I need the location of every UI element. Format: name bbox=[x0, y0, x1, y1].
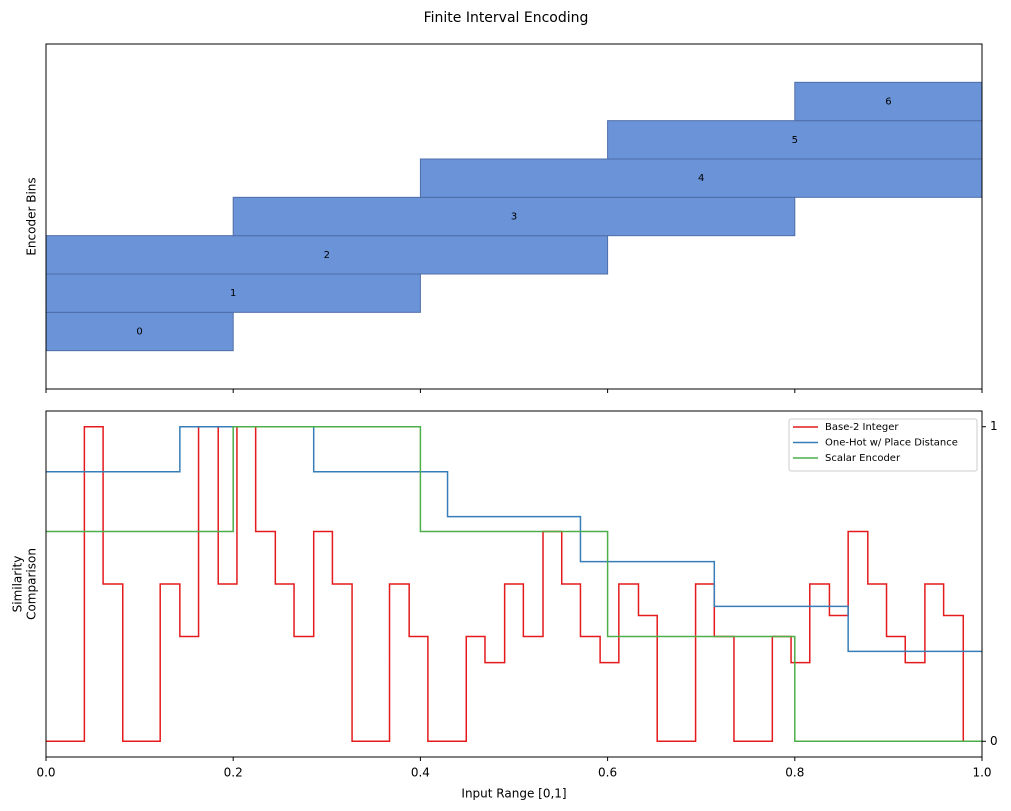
bin-label: 3 bbox=[511, 212, 517, 223]
bin-bar bbox=[794, 81, 983, 122]
bin-bar bbox=[232, 196, 796, 237]
step-line bbox=[46, 425, 982, 743]
step-line bbox=[46, 425, 982, 653]
x-tick-label: 0.6 bbox=[598, 766, 617, 780]
legend-label: Base-2 Integer bbox=[825, 422, 899, 433]
y-axis-label: Comparison bbox=[25, 548, 39, 620]
legend-label: Scalar Encoder bbox=[825, 453, 901, 464]
step-line bbox=[46, 425, 965, 743]
legend-box bbox=[788, 418, 978, 472]
bin-bar bbox=[419, 158, 983, 198]
bin-label: 5 bbox=[792, 135, 798, 146]
figure-title: Finite Interval Encoding bbox=[424, 10, 589, 26]
y-tick-label: 1 bbox=[990, 419, 998, 433]
axes-frame bbox=[45, 410, 983, 758]
y-tick-label: 0 bbox=[990, 734, 998, 748]
bin-label: 2 bbox=[324, 250, 330, 261]
y-axis-label: Similarity bbox=[11, 556, 25, 613]
y-axis-label: Encoder Bins bbox=[25, 177, 39, 255]
x-tick-label: 0.4 bbox=[411, 766, 430, 780]
bin-bar bbox=[45, 311, 234, 352]
bin-bar bbox=[607, 120, 983, 160]
x-tick-label: 0.8 bbox=[785, 766, 804, 780]
bin-label: 0 bbox=[136, 327, 142, 338]
x-axis-label: Input Range [0,1] bbox=[461, 787, 566, 801]
x-tick-label: 1.0 bbox=[972, 766, 991, 780]
x-tick-label: 0.0 bbox=[36, 766, 55, 780]
bin-label: 6 bbox=[885, 97, 891, 108]
axes-frame bbox=[45, 43, 983, 390]
legend-label: One-Hot w/ Place Distance bbox=[825, 438, 958, 449]
x-tick-label: 0.2 bbox=[224, 766, 243, 780]
bin-label: 1 bbox=[230, 288, 236, 299]
bin-label: 4 bbox=[698, 173, 704, 184]
bin-bar bbox=[45, 273, 421, 313]
